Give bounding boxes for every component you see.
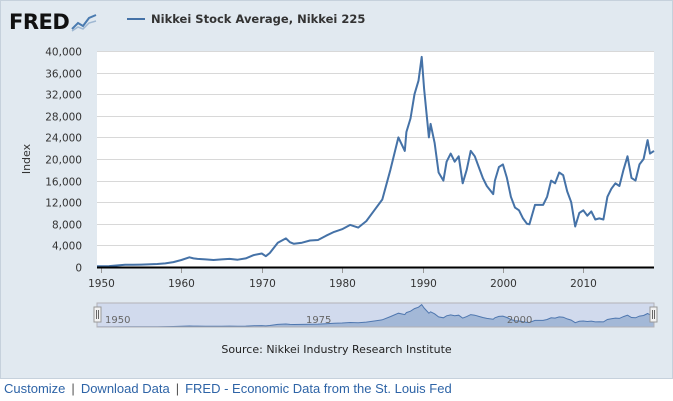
navigator-selection[interactable] <box>96 302 655 328</box>
y-tick-label: 28,000 <box>45 112 82 124</box>
y-tick-label: 40,000 <box>45 47 82 59</box>
download-data-link[interactable]: Download Data <box>80 381 170 396</box>
y-tick-label: 36,000 <box>45 69 82 81</box>
y-tick-label: 20,000 <box>45 155 82 167</box>
customize-link[interactable]: Customize <box>4 381 66 396</box>
x-tick-label: 2000 <box>490 278 517 290</box>
x-tick-label: 1980 <box>329 278 356 290</box>
chart-line-icon <box>71 14 97 32</box>
navigator-handle-right[interactable] <box>649 306 658 323</box>
y-tick-label: 0 <box>75 263 82 275</box>
fred-home-link[interactable]: FRED - Economic Data from the St. Louis … <box>185 381 452 396</box>
x-tick-label: 1960 <box>168 278 195 290</box>
x-axis-ticks: 1950 1960 1970 1980 1990 2000 2010 <box>88 268 597 290</box>
y-axis-label: Index <box>20 143 33 174</box>
y-tick-label: 4,000 <box>52 241 82 253</box>
navigator-track <box>97 303 654 327</box>
y-tick-label: 8,000 <box>52 220 82 232</box>
navigator-handle-left[interactable] <box>93 306 102 323</box>
footer-separator: | <box>175 381 180 396</box>
footer-separator: | <box>71 381 75 396</box>
fred-logo[interactable]: FRED <box>9 7 97 37</box>
y-axis-ticks: 0 4,000 8,000 12,000 16,000 20,000 24,000 28,00… <box>45 47 82 275</box>
chart-frame: FRED Nikkei Stock Average, Nikkei 225 0 4… <box>0 0 673 379</box>
y-tick-label: 12,000 <box>45 198 82 210</box>
x-tick-label: 1990 <box>410 278 437 290</box>
y-tick-label: 24,000 <box>45 133 82 145</box>
legend-swatch <box>127 18 145 20</box>
legend[interactable]: Nikkei Stock Average, Nikkei 225 <box>127 12 365 26</box>
y-tick-label: 32,000 <box>45 90 82 102</box>
footer-links: Customize | Download Data | FRED - Economic … <box>4 381 452 396</box>
navigator-series-area <box>96 303 655 328</box>
x-tick-label: 1950 <box>88 278 115 290</box>
chart-svg: 0 4,000 8,000 12,000 16,000 20,000 24,000 28,00… <box>20 47 658 328</box>
logo-text: FRED <box>9 10 70 34</box>
source-note: Source: Nikkei Industry Research Institu… <box>221 343 452 356</box>
legend-label: Nikkei Stock Average, Nikkei 225 <box>151 12 366 26</box>
navigator-labels: 1950 1975 2000 <box>105 315 532 326</box>
x-tick-label: 1970 <box>249 278 276 290</box>
navigator-label: 2000 <box>507 315 532 326</box>
gridlines <box>97 51 654 246</box>
x-tick-label: 2010 <box>570 278 597 290</box>
y-tick-label: 16,000 <box>45 177 82 189</box>
navigator-label: 1950 <box>105 315 130 326</box>
navigator-label: 1975 <box>306 315 331 326</box>
series-line-nikkei-225 <box>96 55 655 268</box>
